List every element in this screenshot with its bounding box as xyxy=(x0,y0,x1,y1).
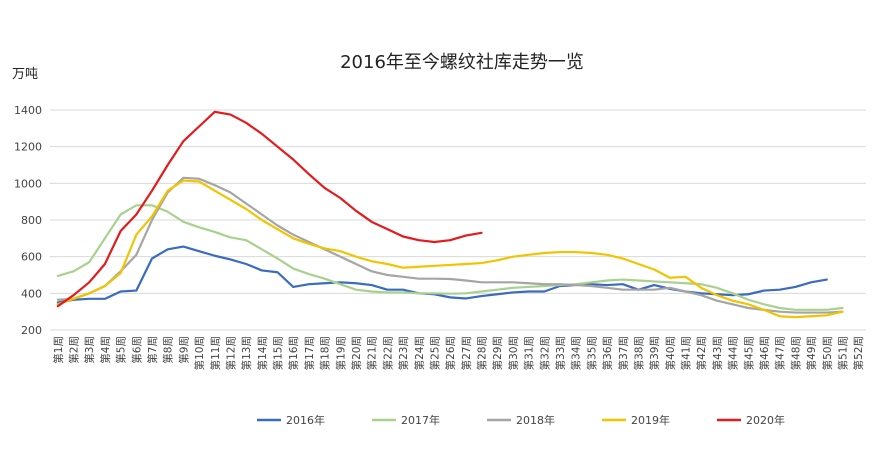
x-tick-label: 第2周 xyxy=(68,336,81,364)
x-tick-label: 第4周 xyxy=(99,336,112,364)
y-tick-label: 1000 xyxy=(14,177,42,190)
legend-label: 2019年 xyxy=(631,413,670,427)
x-tick-label: 第40周 xyxy=(664,336,677,370)
y-tick-label: 800 xyxy=(21,214,42,227)
x-tick-label: 第48周 xyxy=(789,336,802,370)
x-tick-label: 第39周 xyxy=(648,336,661,370)
x-tick-label: 第18周 xyxy=(319,336,332,370)
y-tick-label: 400 xyxy=(21,287,42,300)
x-tick-label: 第25周 xyxy=(428,336,441,370)
legend-label: 2020年 xyxy=(746,413,785,427)
x-tick-label: 第45周 xyxy=(742,336,755,370)
x-tick-label: 第6周 xyxy=(130,336,143,364)
legend-label: 2018年 xyxy=(516,413,555,427)
x-tick-label: 第42周 xyxy=(695,336,708,370)
y-axis-unit: 万吨 xyxy=(12,67,38,82)
x-tick-label: 第38周 xyxy=(632,336,645,370)
x-tick-label: 第31周 xyxy=(523,336,536,370)
legend-item: 2017年 xyxy=(372,413,440,427)
x-tick-label: 第34周 xyxy=(570,336,583,370)
x-tick-label: 第35周 xyxy=(585,336,598,370)
x-tick-label: 第1周 xyxy=(52,336,65,364)
series-line-2017年 xyxy=(56,204,844,311)
x-tick-label: 第41周 xyxy=(680,336,693,370)
x-tick-label: 第7周 xyxy=(146,336,159,364)
x-tick-label: 第15周 xyxy=(272,336,285,370)
x-tick-label: 第14周 xyxy=(256,336,269,370)
x-tick-label: 第13周 xyxy=(240,336,253,370)
legend-item: 2018年 xyxy=(487,413,555,427)
grid-lines xyxy=(50,109,866,331)
x-tick-label: 第12周 xyxy=(224,336,237,370)
x-tick-label: 第28周 xyxy=(476,336,489,370)
x-tick-label: 第9周 xyxy=(177,336,190,364)
x-tick-label: 第19周 xyxy=(334,336,347,370)
legend-item: 2019年 xyxy=(602,413,670,427)
x-axis: 第1周 第2周 第3周 第4周 第5周 第6周 第7周 第8周 第9周 第10周 第11周 第12周第… xyxy=(52,336,865,370)
x-tick-label: 第5周 xyxy=(115,336,128,364)
x-tick-label: 第30周 xyxy=(507,336,520,370)
y-tick-label: 1400 xyxy=(14,104,42,117)
x-tick-label: 第37周 xyxy=(617,336,630,370)
series-line-2018年 xyxy=(56,176,844,314)
legend: 2016年 2017年 2018年 2019年 2020年 xyxy=(257,413,785,427)
x-tick-label: 第49周 xyxy=(805,336,818,370)
x-tick-label: 第8周 xyxy=(162,336,175,364)
y-tick-label: 1200 xyxy=(14,141,42,154)
x-tick-label: 第20周 xyxy=(350,336,363,370)
x-tick-label: 第3周 xyxy=(83,336,96,364)
x-tick-label: 第11周 xyxy=(209,336,222,370)
x-tick-label: 第46周 xyxy=(758,336,771,370)
series-line-2020年 xyxy=(56,110,483,308)
y-tick-label: 200 xyxy=(21,324,42,337)
x-tick-label: 第52周 xyxy=(852,336,865,370)
legend-label: 2017年 xyxy=(401,413,440,427)
x-tick-label: 第27周 xyxy=(460,336,473,370)
x-tick-label: 第16周 xyxy=(287,336,300,370)
x-tick-label: 第10周 xyxy=(193,336,206,370)
x-tick-label: 第43周 xyxy=(711,336,724,370)
x-tick-label: 第23周 xyxy=(397,336,410,370)
x-tick-label: 第22周 xyxy=(381,336,394,370)
legend-item: 2020年 xyxy=(717,413,785,427)
x-tick-label: 第17周 xyxy=(303,336,316,370)
chart-title: 2016年至今螺纹社库走势一览 xyxy=(340,52,584,73)
series-line-2019年 xyxy=(56,179,844,319)
x-tick-label: 第26周 xyxy=(444,336,457,370)
y-axis: 200 400 600 800 1000 1200 1400 xyxy=(14,104,42,337)
x-tick-label: 第51周 xyxy=(836,336,849,370)
x-tick-label: 第44周 xyxy=(727,336,740,370)
x-tick-label: 第50周 xyxy=(821,336,834,370)
legend-item: 2016年 xyxy=(257,413,325,427)
x-tick-label: 第36周 xyxy=(601,336,614,370)
x-tick-label: 第33周 xyxy=(554,336,567,370)
x-tick-label: 第24周 xyxy=(413,336,426,370)
x-tick-label: 第32周 xyxy=(538,336,551,370)
series-lines xyxy=(56,110,844,319)
x-tick-label: 第29周 xyxy=(491,336,504,370)
x-tick-label: 第21周 xyxy=(366,336,379,370)
x-tick-label: 第47周 xyxy=(774,336,787,370)
series-line-2016年 xyxy=(56,245,828,304)
y-tick-label: 600 xyxy=(21,251,42,264)
legend-label: 2016年 xyxy=(286,413,325,427)
